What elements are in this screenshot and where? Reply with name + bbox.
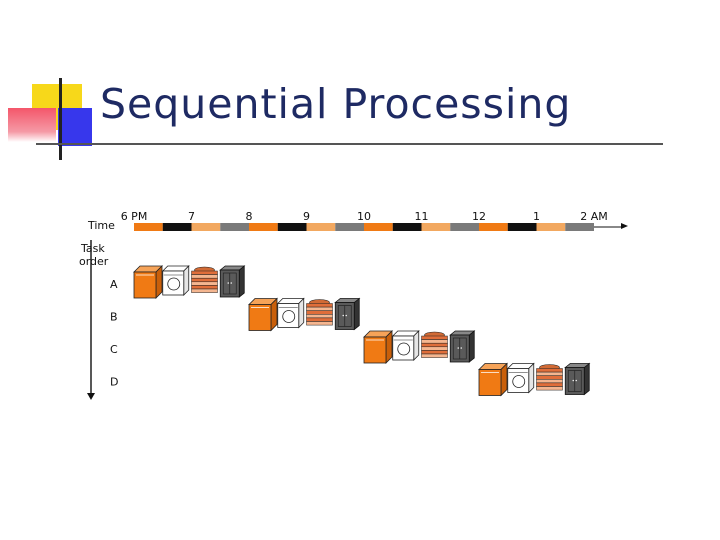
dryer-icon [506,362,535,394]
time-tick-label: 2 AM [580,210,608,223]
task-label: B [110,311,118,324]
closet-icon [564,362,591,396]
time-tick-label: 10 [357,210,371,223]
folding-icon [191,266,218,293]
timeline-segment [507,223,537,231]
decor-red-square [8,108,56,142]
time-tick-label: 1 [533,210,540,223]
folding-icon [306,299,333,326]
timeline-segment [565,223,594,231]
timeline-segment [134,223,163,231]
time-tick-label: 7 [188,210,195,223]
timeline-segment [191,223,221,231]
timeline-segment [421,223,451,231]
task-order-arrowhead [87,393,95,400]
folding-icon [421,331,448,358]
timeline-segment [479,223,508,231]
folding-icon [536,364,563,391]
time-tick-label: 11 [415,210,429,223]
time-tick-label: 6 PM [121,210,148,223]
closet-icon [334,297,361,331]
timeline-segment [277,223,307,231]
timeline-arrowhead [621,223,628,229]
washer-icon [478,362,508,397]
time-tick-label: 9 [303,210,310,223]
closet-icon [219,265,246,298]
task-label: A [110,278,118,291]
dryer-icon [276,297,305,329]
timeline-segment [249,223,278,231]
task-label: D [110,376,118,389]
timeline-segment [392,223,422,231]
timeline-segment [450,223,479,231]
timeline-segment [536,223,566,231]
timeline-bar [134,223,622,231]
timeline-segment [220,223,249,231]
time-tick-label: 12 [472,210,486,223]
task-rows: A B C D [110,265,591,397]
timeline-segment [364,223,393,231]
timeline-segment [335,223,364,231]
title-underline [36,143,663,145]
time-tick-label: 8 [246,210,253,223]
timeline-segment [162,223,192,231]
timeline-segment [306,223,336,231]
task-order-label-line1: Task [80,242,105,255]
closet-icon [449,330,476,363]
task-label: C [110,343,118,356]
task-order-label-line2: order [79,255,109,268]
time-axis: 6 PM 7 8 9 10 11 12 1 2 AM [121,210,608,223]
washer-icon [363,330,393,364]
page-title: Sequential Processing [100,80,572,128]
dryer-icon [391,330,420,361]
time-label: Time [87,219,115,232]
dryer-icon [161,265,190,296]
washer-icon [248,297,278,332]
decor-vertical-line [59,78,62,160]
washer-icon [133,265,163,299]
decor-blue-square [58,108,92,146]
